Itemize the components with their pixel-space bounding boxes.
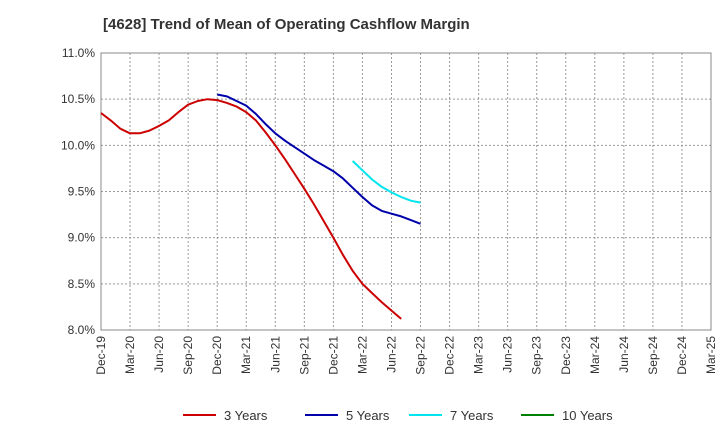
legend-label-10-years: 10 Years	[562, 408, 613, 423]
x-tick-label: Jun-24	[617, 336, 631, 373]
x-axis: Dec-19 Mar-20 Jun-20 Sep-20 Dec-20 Mar-21 Jun-…	[94, 336, 718, 375]
x-tick-label: Dec-19	[94, 336, 108, 375]
x-tick-label: Jun-21	[268, 336, 282, 373]
x-tick-label: Dec-24	[675, 336, 689, 375]
x-tick-label: Sep-21	[297, 336, 311, 375]
legend-label-5-years: 5 Years	[346, 408, 390, 423]
x-tick-label: Mar-20	[123, 336, 137, 374]
legend-label-7-years: 7 Years	[450, 408, 494, 423]
y-tick-label: 10.0%	[61, 138, 95, 152]
y-tick-label: 9.0%	[68, 231, 96, 245]
series-lines	[100, 93, 421, 320]
x-tick-label: Jun-23	[501, 336, 515, 373]
series-line-7-years	[352, 160, 421, 204]
x-tick-label: Sep-24	[646, 336, 660, 375]
x-tick-label: Jun-22	[384, 336, 398, 373]
chart-title: [4628] Trend of Mean of Operating Cashfl…	[103, 16, 470, 33]
x-tick-label: Sep-20	[181, 336, 195, 375]
x-tick-label: Dec-20	[210, 336, 224, 375]
y-tick-label: 8.0%	[68, 323, 96, 337]
x-tick-label: Dec-23	[559, 336, 573, 375]
x-tick-label: Dec-22	[443, 336, 457, 375]
x-tick-label: Mar-24	[588, 336, 602, 374]
x-tick-label: Jun-20	[152, 336, 166, 373]
y-tick-label: 9.5%	[68, 185, 96, 199]
x-tick-label: Mar-21	[239, 336, 253, 374]
legend-label-3-years: 3 Years	[224, 408, 268, 423]
y-tick-label: 10.5%	[61, 92, 95, 106]
y-tick-label: 11.0%	[62, 46, 95, 60]
plot-border	[100, 52, 712, 331]
x-tick-label: Sep-23	[530, 336, 544, 375]
x-tick-label: Mar-22	[355, 336, 369, 374]
y-axis: 8.0% 8.5% 9.0% 9.5% 10.0% 10.5% 11.0%	[61, 46, 95, 337]
series-line-3-years	[100, 98, 402, 320]
series-line-5-years	[217, 93, 421, 225]
x-tick-label: Sep-22	[414, 336, 428, 375]
x-tick-label: Dec-21	[326, 336, 340, 375]
y-tick-label: 8.5%	[68, 277, 96, 291]
x-tick-label: Mar-25	[704, 336, 718, 374]
x-tick-label: Mar-23	[472, 336, 486, 374]
legend: 3 Years 5 Years 7 Years 10 Years	[183, 408, 613, 423]
